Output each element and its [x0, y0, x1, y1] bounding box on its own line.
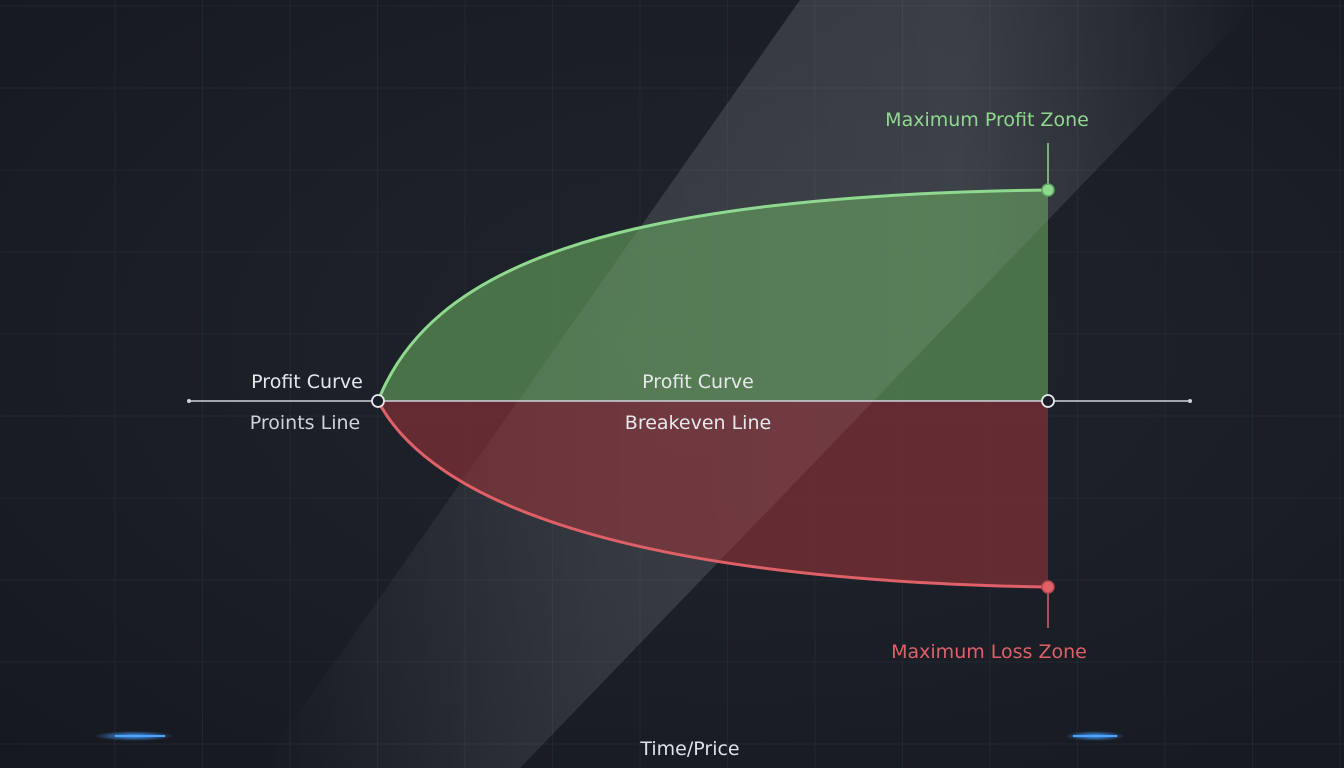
profit-curve-center-label: Profit Curve — [642, 371, 754, 393]
x-axis-label: Time/Price — [639, 738, 739, 760]
max-profit-zone-label: Maximum Profit Zone — [885, 109, 1089, 131]
max-loss-zone-label: Maximum Loss Zone — [891, 641, 1087, 663]
max-loss-marker — [1041, 580, 1055, 594]
breakeven-end-marker — [1041, 394, 1055, 408]
profit-curve — [376, 188, 1049, 402]
points-line-label: Proints Line — [250, 412, 360, 434]
max-profit-marker — [1041, 183, 1055, 197]
profit-curve-left-label: Profit Curve — [251, 371, 363, 393]
breakeven-line-label: Breakeven Line — [625, 412, 771, 434]
breakeven-line-right-end — [1188, 399, 1192, 403]
loss-curve — [376, 400, 1049, 589]
breakeven-start-marker — [371, 394, 385, 408]
breakeven-line-left-end — [187, 399, 191, 403]
